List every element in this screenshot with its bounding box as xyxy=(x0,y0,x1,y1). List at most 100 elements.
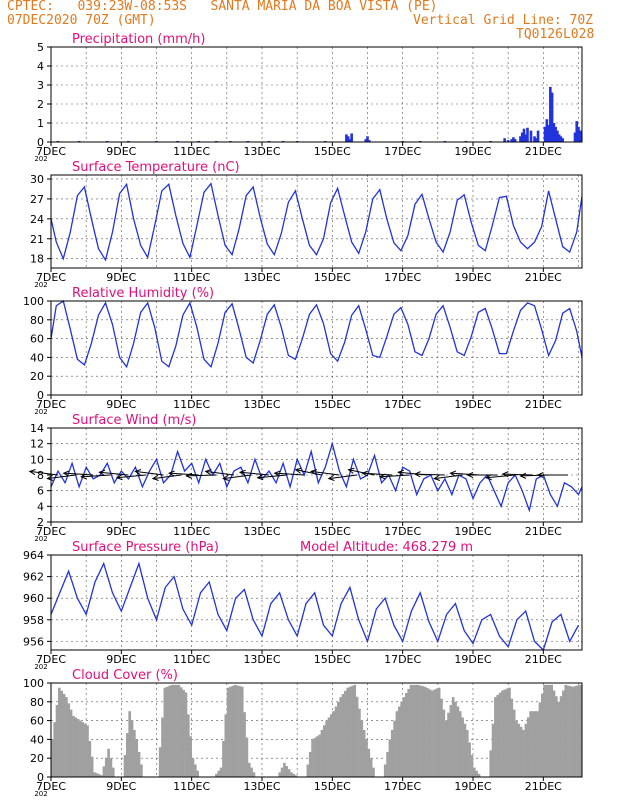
cloud-bar xyxy=(280,767,284,777)
y-tick-label: 0 xyxy=(37,136,44,149)
x-tick-label: 7DEC xyxy=(36,653,66,666)
wind-vector xyxy=(414,473,445,476)
y-tick-label: 100 xyxy=(23,295,44,308)
cloud-bar xyxy=(104,757,108,777)
cloud-bar xyxy=(51,739,54,777)
cloud-bar xyxy=(414,684,418,777)
x-tick-label: 9DEC xyxy=(106,398,136,411)
cloud-bar xyxy=(578,684,580,777)
precip-bar xyxy=(519,136,522,142)
cloud-bar xyxy=(515,720,518,777)
wind-vector xyxy=(81,474,111,478)
x-tick-label: 11DEC xyxy=(173,653,210,666)
cloud-bar xyxy=(186,714,190,777)
cloud-bar xyxy=(529,711,532,777)
precip-bar xyxy=(506,140,510,142)
panel-title: Precipitation (mm/h) xyxy=(72,32,205,47)
panel-title: Surface Pressure (hPa) xyxy=(72,540,219,555)
precip-bar xyxy=(366,136,369,142)
wind-vector-head xyxy=(413,471,421,478)
cloud-bar xyxy=(494,697,497,777)
cloud-bar xyxy=(409,684,413,777)
panel-temp: 18 21 24 27 30 7DEC 9DEC 11DEC 13DEC 15DEC 17DEC 19… xyxy=(30,160,583,289)
cloud-bar xyxy=(158,747,162,777)
cloud-bar xyxy=(226,687,230,777)
station-line: CPTEC: 039:23W-08:53S SANTA MARIA DA BOA… xyxy=(7,0,438,14)
cloud-bar xyxy=(491,723,495,777)
cloud-bar xyxy=(60,690,64,777)
precip-bar xyxy=(561,138,564,142)
cloud-bar xyxy=(339,697,343,777)
panel-frame xyxy=(50,682,583,778)
y-tick-label: 5 xyxy=(37,41,44,54)
cloud-bar xyxy=(557,701,561,777)
wind-vector-head xyxy=(134,469,142,476)
precip-bar xyxy=(578,130,582,142)
x-tick-label: 7DEC xyxy=(36,145,66,158)
cloud-bar xyxy=(247,762,251,777)
wind-vector xyxy=(116,474,146,479)
wind-vector xyxy=(328,474,358,480)
x-year-fragment: 202 xyxy=(34,281,47,289)
y-tick-label: 4 xyxy=(37,60,44,73)
cloud-bar xyxy=(555,696,558,777)
x-tick-label: 13DEC xyxy=(243,780,280,793)
x-tick-label: 17DEC xyxy=(384,271,421,284)
cloud-bar xyxy=(545,684,549,777)
cloud-bar xyxy=(397,706,401,777)
y-tick-label: 27 xyxy=(30,193,44,206)
precip-bar xyxy=(524,134,528,142)
cloud-bar xyxy=(229,686,232,777)
cloud-bar xyxy=(95,773,99,777)
cloud-bar xyxy=(334,706,338,777)
wind-vector-head xyxy=(501,471,509,478)
x-tick-label: 9DEC xyxy=(106,653,136,666)
x-tick-label: 15DEC xyxy=(314,145,351,158)
cloud-bar xyxy=(346,687,350,777)
cloud-bar xyxy=(421,686,425,777)
panel-cloud: 0 20 40 60 80 100 7DEC 9DEC 11DEC 13DEC 15DEC 17DEC… xyxy=(23,668,583,798)
cloud-bar xyxy=(407,688,410,777)
x-tick-label: 21DEC xyxy=(525,653,562,666)
panel-precip: 0 1 2 3 4 5 7DEC 9DEC 11DEC 13DEC 15DEC 17DEC 19DEC 2… xyxy=(34,32,583,163)
cloud-bar xyxy=(126,733,129,777)
cloud-bar xyxy=(548,684,551,777)
rh-line xyxy=(50,299,583,369)
y-tick-label: 80 xyxy=(30,314,44,327)
wind-vector xyxy=(502,473,533,476)
x-tick-label: 21DEC xyxy=(525,525,562,538)
panel-frame xyxy=(50,300,583,396)
x-tick-label: 19DEC xyxy=(454,271,491,284)
cloud-bar xyxy=(170,684,174,777)
wind-vector-head xyxy=(485,474,493,481)
y-tick-label: 60 xyxy=(30,333,44,346)
x-tick-label: 15DEC xyxy=(314,398,351,411)
cloud-bar xyxy=(313,737,317,777)
cloud-bar xyxy=(447,712,450,777)
cloud-bar xyxy=(536,711,539,777)
cloud-bar xyxy=(62,693,66,777)
wind-vector-head xyxy=(378,473,386,480)
x-tick-label: 19DEC xyxy=(454,525,491,538)
cloud-bar xyxy=(130,720,134,777)
cloud-bar xyxy=(351,685,354,777)
wind-vector xyxy=(434,474,463,480)
cloud-bar xyxy=(53,722,56,777)
precip-bar xyxy=(513,139,517,142)
x-tick-label: 15DEC xyxy=(314,525,351,538)
cloud-bar xyxy=(369,758,373,777)
y-tick-label: 20 xyxy=(30,752,44,765)
cloud-bar xyxy=(435,688,439,777)
precip-bar xyxy=(577,126,580,142)
x-tick-label: 17DEC xyxy=(384,653,421,666)
cloud-bar xyxy=(74,717,78,777)
cloud-bar xyxy=(386,751,389,777)
x-tick-label: 17DEC xyxy=(384,398,421,411)
cloud-bar xyxy=(306,764,310,777)
wind-vector-head xyxy=(519,472,527,479)
cloud-bar xyxy=(196,770,199,777)
cloud-bar xyxy=(579,684,582,777)
cloud-bar xyxy=(217,770,221,777)
x-tick-label: 13DEC xyxy=(243,145,280,158)
cloud-bar xyxy=(81,722,85,777)
